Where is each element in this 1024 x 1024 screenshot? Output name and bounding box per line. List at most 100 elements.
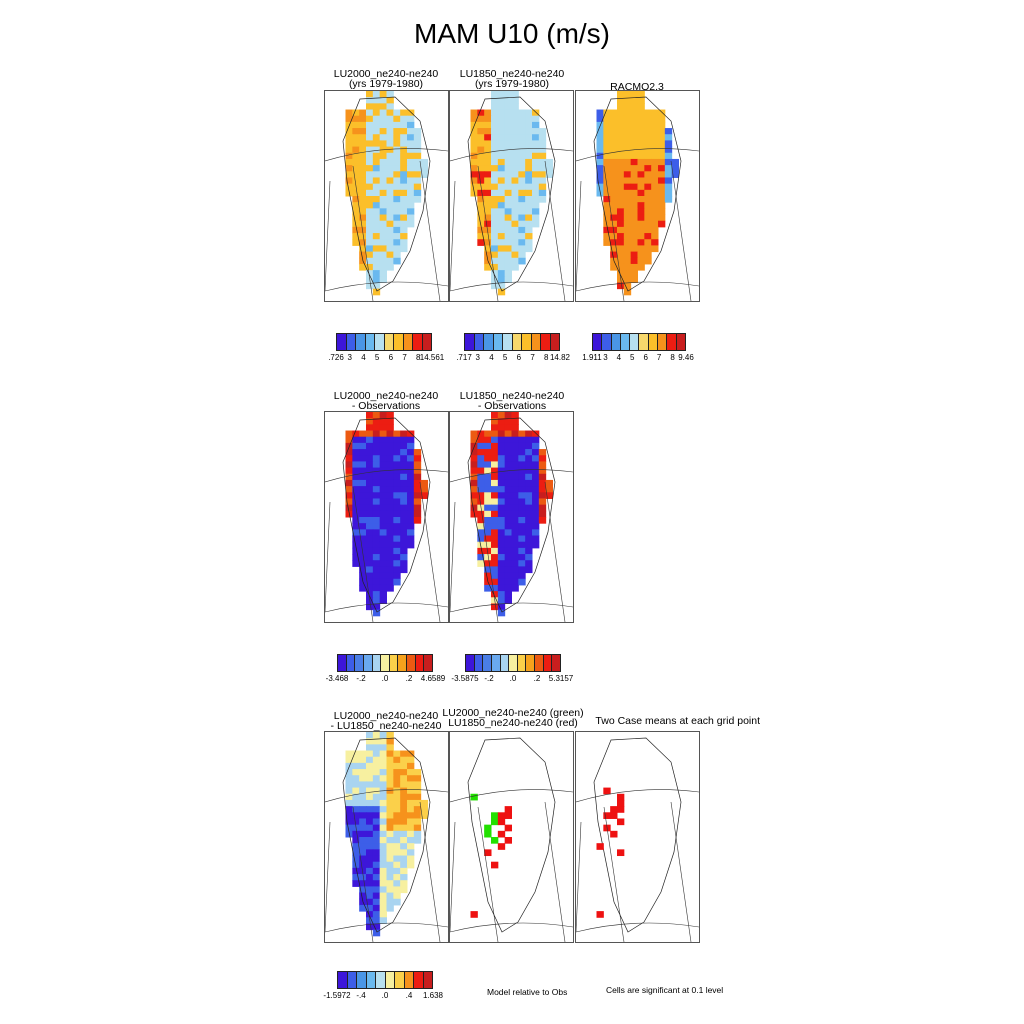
- grid-cell: [413, 189, 422, 197]
- grid-cell: [637, 146, 645, 154]
- grid-cell: [658, 196, 666, 203]
- grid-cell: [497, 412, 506, 419]
- grid-cell: [352, 554, 360, 561]
- grid-cell: [386, 843, 394, 850]
- grid-cell: [359, 134, 367, 141]
- grid-cell: [484, 449, 492, 456]
- grid-cell: [407, 189, 415, 197]
- grid-cell: [372, 263, 381, 271]
- grid-cell: [379, 196, 387, 203]
- grid-cell: [366, 449, 374, 456]
- colorbar-swatch: [620, 334, 631, 350]
- grid-cell: [386, 196, 394, 203]
- grid-cell: [372, 288, 381, 296]
- grid-cell: [630, 121, 638, 129]
- grid-cell: [497, 492, 506, 499]
- grid-cell: [379, 220, 387, 228]
- grid-cell: [400, 880, 408, 887]
- grid-cell: [352, 861, 360, 869]
- grid-cell: [603, 109, 611, 117]
- grid-cell: [651, 109, 659, 117]
- grid-cell: [372, 812, 381, 819]
- colorbar-swatch: [474, 655, 484, 671]
- grid-cell: [352, 498, 360, 506]
- grid-cell: [617, 202, 625, 209]
- grid-cell: [413, 504, 422, 512]
- grid-cell: [497, 418, 506, 425]
- grid-cell: [617, 251, 625, 259]
- grid-cell: [413, 146, 422, 154]
- grid-cell: [511, 165, 519, 172]
- colorbar-tick-label: -3.5875: [451, 674, 479, 683]
- grid-cell: [386, 510, 394, 518]
- grid-cell: [484, 547, 492, 555]
- colorbar-racmo: 1.911 3 4 5 6 7 8 9.46: [582, 333, 694, 362]
- grid-cell: [603, 171, 611, 178]
- greenland-map: [325, 91, 448, 301]
- grid-cell: [470, 115, 478, 123]
- grid-cell: [484, 504, 492, 512]
- grid-cell: [366, 245, 374, 253]
- colorbar-swatch: [395, 972, 405, 988]
- grid-cell: [484, 202, 492, 209]
- grid-cell: [658, 214, 666, 222]
- colorbar-swatch: [372, 655, 382, 671]
- grid-cell: [372, 566, 381, 574]
- grid-cell: [596, 128, 604, 135]
- grid-cell: [518, 467, 526, 475]
- grid-cell: [372, 220, 381, 228]
- grid-cell: [413, 449, 422, 456]
- grid-cell: [596, 177, 604, 185]
- grid-cell: [393, 750, 401, 758]
- graticule-line: [325, 180, 331, 292]
- grid-cell: [379, 738, 387, 745]
- grid-cell: [359, 523, 367, 530]
- grid-cell: [400, 467, 408, 475]
- grid-cell: [491, 424, 499, 432]
- grid-cell: [407, 134, 415, 141]
- grid-cell: [470, 486, 478, 493]
- grid-cell: [518, 158, 526, 166]
- grid-cell: [400, 554, 408, 561]
- grid-cell: [366, 97, 374, 104]
- grid-cell: [379, 436, 387, 444]
- grid-cell: [359, 560, 367, 567]
- grid-cell: [477, 146, 485, 154]
- grid-cell: [518, 436, 526, 444]
- grid-cell: [491, 523, 499, 530]
- grid-cell: [393, 892, 401, 900]
- colorbar-swatch: [509, 655, 518, 671]
- grid-cell: [413, 486, 422, 493]
- grid-cell: [407, 510, 415, 518]
- grid-cell: [623, 233, 632, 240]
- grid-cell: [379, 855, 387, 863]
- grid-cell: [491, 547, 499, 555]
- grid-cell: [386, 547, 394, 555]
- grid-cell: [538, 473, 547, 481]
- grid-cell: [497, 146, 506, 154]
- grid-cell: [386, 91, 394, 98]
- map-panel-bias-lu2000: [324, 411, 449, 623]
- grid-cell: [372, 603, 381, 611]
- grid-cell: [366, 436, 374, 444]
- grid-cell: [372, 214, 381, 222]
- grid-cell: [470, 128, 478, 135]
- grid-cell: [379, 886, 387, 894]
- grid-cell: [532, 479, 540, 487]
- grid-cell: [603, 196, 611, 203]
- grid-cell: [379, 769, 387, 776]
- grid-cell: [518, 535, 526, 543]
- grid-cell: [386, 566, 394, 574]
- grid-cell: [491, 251, 499, 259]
- grid-cell: [379, 202, 387, 209]
- grid-cell: [511, 196, 519, 203]
- grid-cell: [372, 572, 381, 580]
- grid-cell: [538, 455, 547, 462]
- grid-cell: [511, 152, 519, 160]
- grid-cell: [630, 245, 638, 253]
- grid-cell: [651, 226, 659, 234]
- grid-cell: [386, 806, 394, 813]
- grid-cell: [407, 837, 415, 844]
- grid-cell: [400, 793, 408, 801]
- grid-cell: [359, 830, 367, 838]
